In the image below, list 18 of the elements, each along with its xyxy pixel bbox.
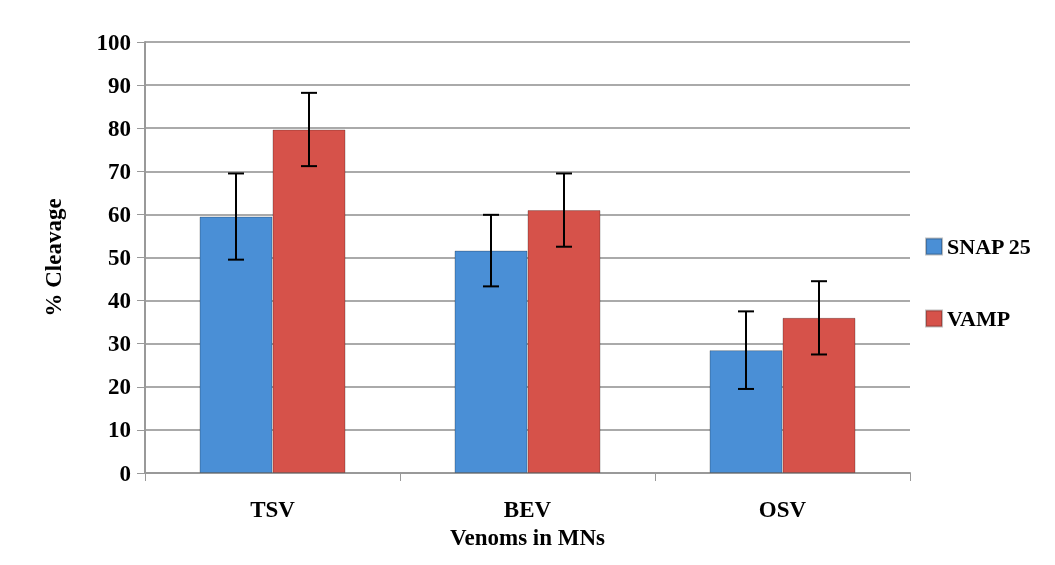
y-tick-label: 50 [108,245,131,270]
y-tick-label: 40 [108,288,131,314]
y-tick-label: 70 [108,158,131,184]
y-tick-label: 20 [108,374,131,400]
y-tick-label: 90 [108,72,131,98]
x-axis-title: Venoms in MNs [449,524,606,550]
legend-label: VAMP [947,306,1011,331]
y-tick-label: 30 [108,331,131,357]
y-tick-label: 10 [108,417,131,443]
y-axis-title: % Cleavage [41,198,66,317]
x-tick-label: BEV [503,497,552,522]
y-tick-label: 60 [108,201,131,227]
y-tick-label: 0 [119,460,131,486]
y-tick-label: 100 [96,29,131,55]
legend-label: SNAP 25 [947,234,1031,259]
y-tick-label: 80 [108,115,131,141]
x-tick-label: TSV [250,497,296,522]
x-tick-label: OSV [758,497,807,522]
